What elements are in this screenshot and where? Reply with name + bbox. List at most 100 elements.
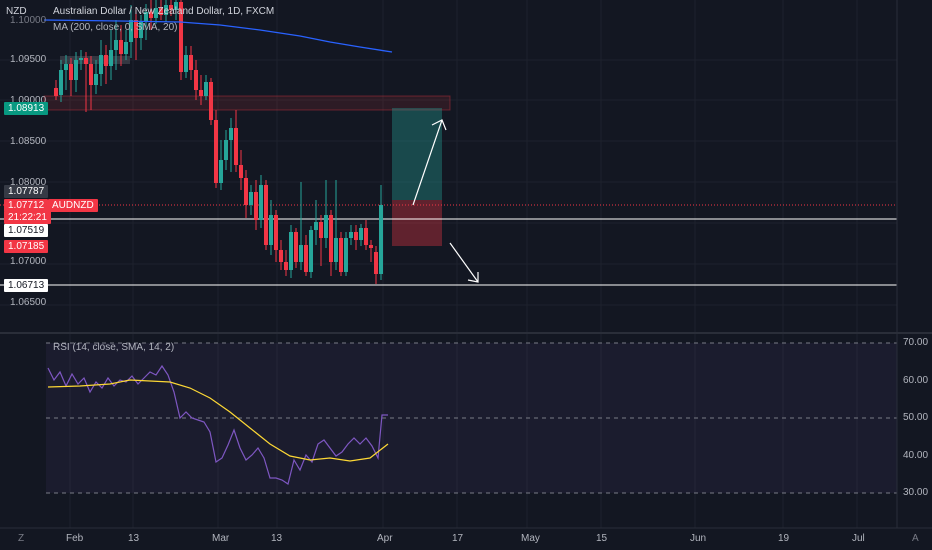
timezone-icon[interactable]: Z (18, 533, 25, 544)
candle-body (304, 245, 308, 272)
candle-body (334, 238, 338, 262)
rsi-tick: 60.00 (903, 375, 929, 386)
up-arrow[interactable] (412, 119, 447, 206)
candle-body (339, 238, 343, 272)
time-tick: May (521, 533, 540, 544)
candle-body (239, 165, 243, 178)
candle-body (229, 128, 233, 140)
rsi-ma-line (47, 379, 389, 462)
bar-countdown-label: 21:22:21 (4, 211, 51, 224)
candle-body (54, 88, 58, 96)
candle-body (79, 58, 83, 60)
zone-top-price-label[interactable]: 1.08913 (4, 102, 49, 115)
candle-body (234, 128, 238, 165)
low-price-label[interactable]: 1.06713 (4, 279, 49, 292)
grid-lines (0, 0, 897, 528)
candle-body (94, 74, 98, 85)
ma-line (43, 19, 393, 53)
auto-scale-icon[interactable]: A (912, 533, 919, 544)
candle-body (299, 245, 303, 262)
candle-body (324, 215, 328, 238)
candle-body (369, 245, 373, 248)
price-tick: 1.07000 (10, 256, 47, 267)
candle-body (364, 228, 368, 245)
candle-body (254, 192, 258, 220)
candle-body (284, 262, 288, 270)
candle-body (129, 20, 133, 42)
resistance-zone (43, 95, 451, 111)
candle-body (174, 2, 178, 10)
consolidation-zone (60, 56, 130, 64)
time-tick: 19 (778, 533, 790, 544)
down-arrow[interactable] (449, 242, 479, 283)
candle-body (119, 40, 123, 54)
time-tick: 13 (128, 533, 140, 544)
candle-body (244, 178, 248, 205)
candle-body (159, 8, 163, 15)
rsi-tick: 40.00 (903, 450, 929, 461)
candle-body (99, 55, 103, 74)
candle-body (139, 22, 143, 38)
support-price-label[interactable]: 1.07519 (4, 224, 49, 237)
candle-body (124, 42, 128, 54)
candle-body (184, 55, 188, 72)
candle-body (84, 58, 88, 64)
candle-body (314, 222, 318, 230)
symbol-price-tag: AUDNZD (48, 199, 98, 212)
candle-body (379, 205, 383, 274)
candle-body (309, 230, 313, 272)
last-price-label[interactable]: 1.07712 (4, 199, 49, 212)
candle-body (214, 120, 218, 183)
candle-body (64, 64, 68, 70)
time-tick: 15 (596, 533, 608, 544)
candle-body (374, 252, 378, 274)
rsi-indicator-label[interactable]: RSI (14, close, SMA, 14, 2) (53, 342, 175, 353)
candle-body (319, 222, 323, 238)
candle-body (179, 2, 183, 72)
candle-body (274, 215, 278, 250)
symbol-title[interactable]: Australian Dollar / New Zealand Dollar, … (53, 6, 275, 17)
candle-body (224, 140, 228, 160)
time-tick: Jun (690, 533, 707, 544)
rsi-tick: 50.00 (903, 412, 929, 423)
candle-body (69, 64, 73, 80)
ma-price-label[interactable]: 1.07787 (4, 185, 49, 198)
candle-body (204, 82, 208, 96)
top-price-tick: 1.10000 (10, 15, 47, 26)
candle-body (329, 215, 333, 262)
rsi-line (47, 364, 388, 485)
time-tick: Apr (377, 533, 393, 544)
price-tick: 1.09500 (10, 54, 47, 65)
price-tick: 1.08500 (10, 136, 47, 147)
candle-body (59, 70, 63, 95)
long-stop-zone (392, 200, 442, 246)
time-tick: 13 (271, 533, 283, 544)
candle-body (344, 238, 348, 272)
rsi-tick: 30.00 (903, 487, 929, 498)
candle-body (249, 192, 253, 205)
candle-body (144, 12, 148, 22)
stop-price-label[interactable]: 1.07185 (4, 240, 49, 253)
candle-body (164, 5, 168, 15)
candle-body (264, 185, 268, 245)
candle-body (209, 82, 213, 120)
candle-body (354, 232, 358, 240)
time-tick: Feb (66, 533, 84, 544)
candle-body (189, 55, 193, 70)
long-target-zone (392, 108, 442, 200)
ma-indicator-label[interactable]: MA (200, close, 0, SMA, 20) (53, 22, 178, 33)
candle-body (149, 12, 153, 18)
price-tick: 1.08000 (10, 177, 47, 188)
time-tick: Mar (212, 533, 230, 544)
candle-body (359, 228, 363, 240)
candle-body (154, 8, 158, 18)
candle-body (219, 160, 223, 183)
currency-label: NZD (6, 6, 27, 17)
candle-body (349, 232, 353, 238)
candle-body (279, 250, 283, 262)
candle-body (89, 64, 93, 85)
candlestick-series (54, 0, 383, 284)
price-tick: 1.09000 (10, 95, 47, 106)
time-tick: 17 (452, 533, 464, 544)
